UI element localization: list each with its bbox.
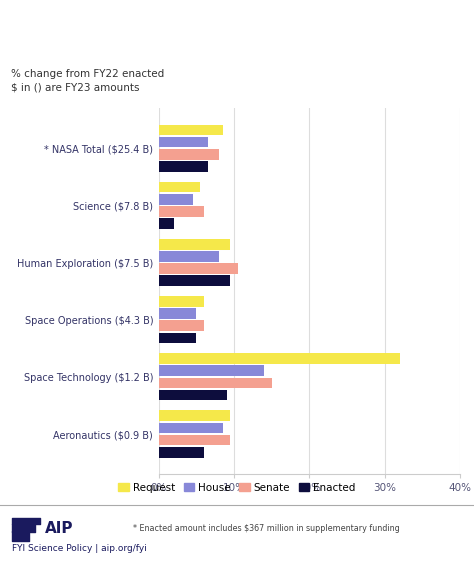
Bar xyxy=(159,137,208,148)
Bar xyxy=(159,182,200,193)
Bar xyxy=(159,353,400,364)
Bar xyxy=(159,333,196,343)
Bar xyxy=(159,251,219,262)
Text: % change from FY22 enacted
$ in () are FY23 amounts: % change from FY22 enacted $ in () are F… xyxy=(11,69,164,93)
Bar xyxy=(159,194,192,204)
Bar xyxy=(159,263,238,274)
Bar xyxy=(159,149,219,160)
Text: * Enacted amount includes $367 million in supplementary funding: * Enacted amount includes $367 million i… xyxy=(133,524,400,533)
Bar xyxy=(159,411,230,421)
Bar xyxy=(159,275,230,286)
Bar xyxy=(159,161,208,172)
Bar xyxy=(159,390,227,400)
Legend: Request, House, Senate, Enacted: Request, House, Senate, Enacted xyxy=(114,479,360,497)
Bar xyxy=(159,423,223,433)
Bar xyxy=(159,320,204,331)
Bar xyxy=(159,239,230,249)
Bar xyxy=(159,308,196,319)
Bar xyxy=(159,365,264,376)
Bar xyxy=(159,206,204,217)
Bar xyxy=(159,296,204,307)
Text: FYI Science Policy | aip.org/fyi: FYI Science Policy | aip.org/fyi xyxy=(12,544,147,553)
Bar xyxy=(159,378,272,389)
Bar xyxy=(159,435,230,445)
Text: FY23 Appropriations: NASA: FY23 Appropriations: NASA xyxy=(12,20,312,39)
Bar xyxy=(159,447,204,458)
Bar xyxy=(159,124,223,135)
Text: AIP: AIP xyxy=(45,521,73,536)
Bar xyxy=(159,218,174,229)
